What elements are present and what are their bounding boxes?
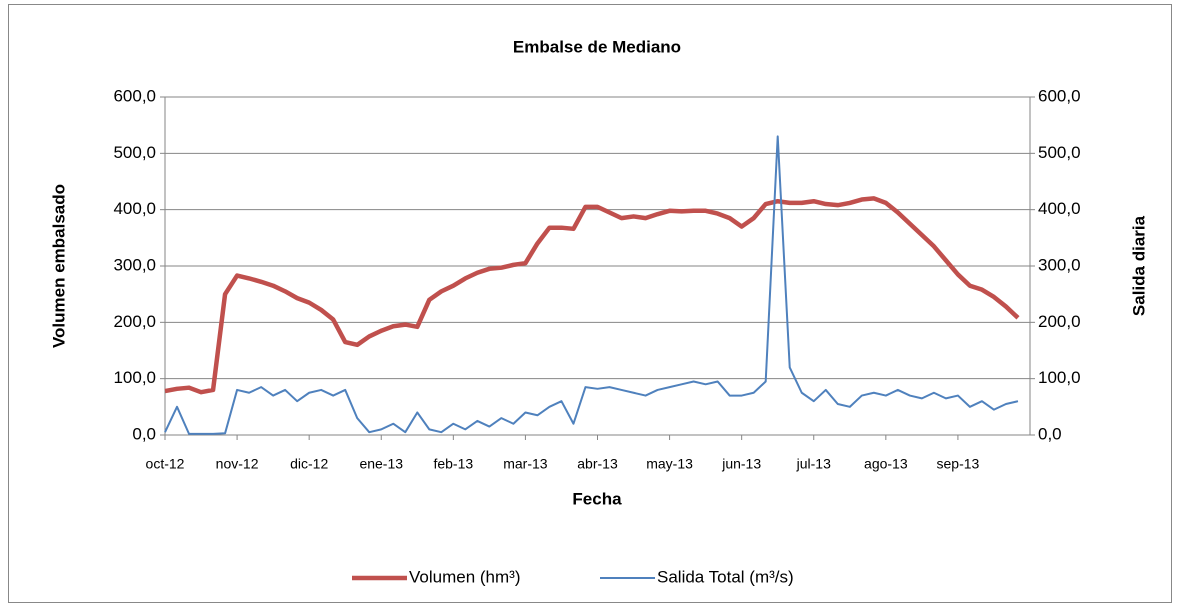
y2-tick-label: 500,0 bbox=[1038, 143, 1081, 162]
x-tick-label: abr-13 bbox=[577, 456, 618, 472]
chart-border bbox=[8, 4, 1172, 603]
y2-tick-label: 0,0 bbox=[1038, 424, 1062, 443]
x-axis-label: Fecha bbox=[572, 489, 622, 508]
x-tick-label: nov-12 bbox=[216, 456, 259, 472]
x-tick-label: dic-12 bbox=[290, 456, 328, 472]
y-tick-label: 400,0 bbox=[113, 199, 156, 218]
legend-label: Salida Total (m³/s) bbox=[657, 567, 794, 586]
y2-tick-label: 100,0 bbox=[1038, 368, 1081, 387]
x-tick-label: mar-13 bbox=[503, 456, 548, 472]
x-tick-label: oct-12 bbox=[146, 456, 185, 472]
y-tick-label: 0,0 bbox=[132, 424, 156, 443]
legend-label: Volumen (hm³) bbox=[409, 567, 520, 586]
y2-tick-label: 600,0 bbox=[1038, 86, 1081, 105]
y-tick-label: 500,0 bbox=[113, 143, 156, 162]
x-tick-label: jul-13 bbox=[796, 456, 831, 472]
x-tick-label: feb-13 bbox=[433, 456, 473, 472]
y-tick-label: 600,0 bbox=[113, 86, 156, 105]
x-tick-label: sep-13 bbox=[937, 456, 980, 472]
x-tick-label: ene-13 bbox=[359, 456, 403, 472]
x-tick-label: may-13 bbox=[646, 456, 693, 472]
y2-tick-label: 300,0 bbox=[1038, 255, 1081, 274]
x-tick-label: jun-13 bbox=[721, 456, 761, 472]
series-line bbox=[164, 135, 1019, 435]
y-tick-label: 100,0 bbox=[113, 368, 156, 387]
y2-tick-label: 200,0 bbox=[1038, 312, 1081, 331]
chart-title: Embalse de Mediano bbox=[513, 37, 681, 56]
x-tick-label: ago-13 bbox=[864, 456, 908, 472]
y2-tick-label: 400,0 bbox=[1038, 199, 1081, 218]
y-tick-label: 200,0 bbox=[113, 312, 156, 331]
series-line bbox=[164, 196, 1020, 395]
y-tick-label: 300,0 bbox=[113, 255, 156, 274]
y-axis-label: Volumen embalsado bbox=[49, 184, 68, 348]
y2-axis-label: Salida diaria bbox=[1129, 215, 1148, 316]
